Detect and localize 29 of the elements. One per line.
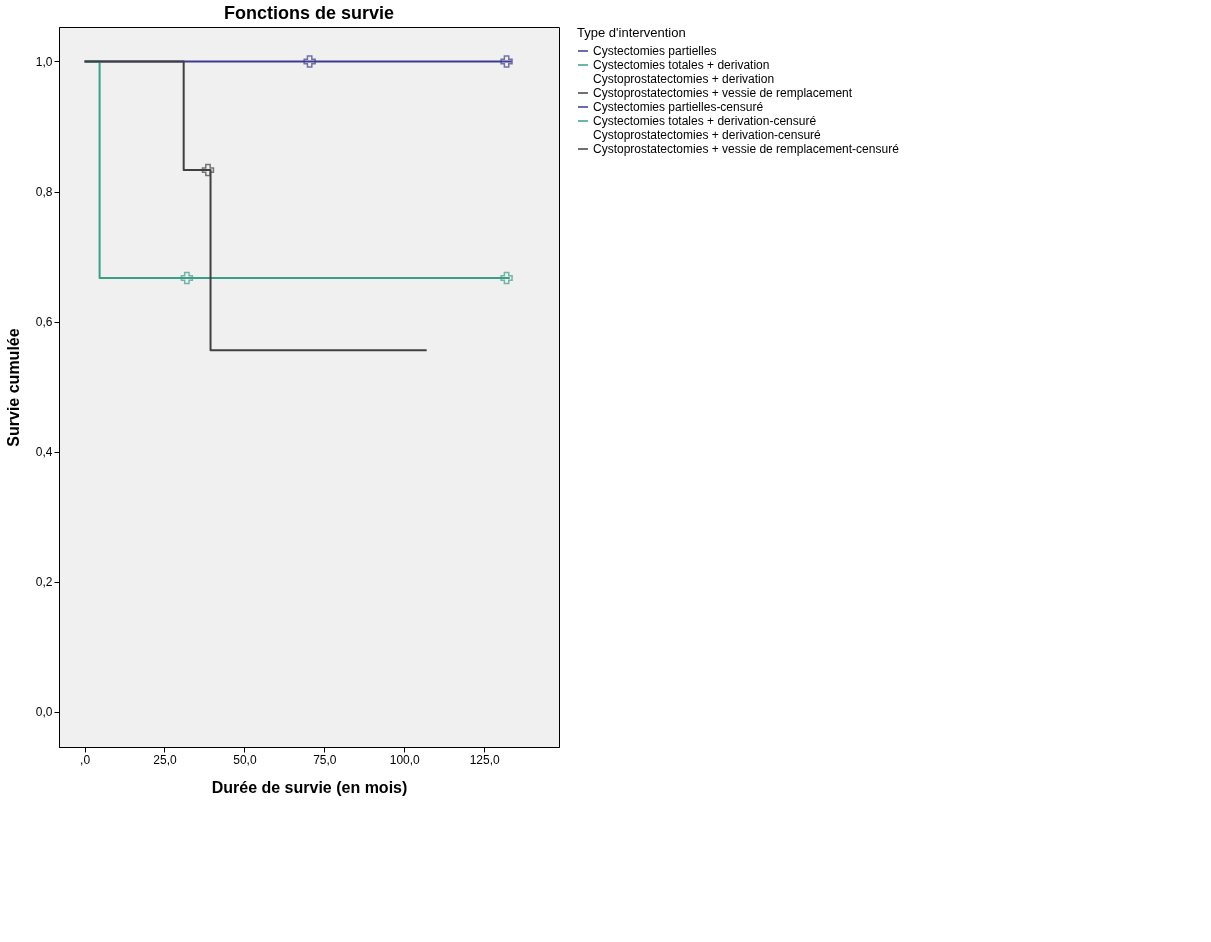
y-tick-label: 1,0	[35, 54, 53, 69]
x-tick-label: 125,0	[469, 752, 501, 767]
x-axis-title: Durée de survie (en mois)	[211, 778, 408, 796]
y-tick-label: 0,2	[35, 575, 53, 590]
legend-label: Cystoprostatectomies + vessie de remplacement	[593, 86, 853, 100]
point	[201, 163, 215, 177]
point	[500, 271, 513, 285]
legend-label: Cystoprostatectomies + vessie de remplacement-censuré	[593, 142, 900, 156]
legend-label: Cystectomies totales + derivation-censuré	[593, 114, 817, 128]
y-tick-label: 0,0	[35, 705, 53, 720]
y-tick-label: 0,6	[35, 315, 53, 330]
point	[180, 271, 194, 285]
text: Cystoprostatectomies + derivation	[593, 72, 775, 86]
legend-label: Cystectomies partielles-censuré	[593, 100, 764, 114]
point	[500, 55, 513, 68]
y-tick-label: 0,4	[35, 445, 53, 460]
x-tick-label: 100,0	[389, 752, 421, 767]
x-tick-label: 75,0	[313, 752, 337, 767]
x-tick-label: 25,0	[153, 752, 177, 767]
point	[303, 55, 316, 68]
y-axis-title: Survie cumulée	[4, 328, 22, 447]
x-tick-label: ,0	[80, 752, 91, 767]
legend-label: Cystectomies partielles	[593, 44, 717, 58]
chart-title: Fonctions de survie	[223, 3, 395, 23]
y-tick-label: 0,8	[35, 185, 53, 200]
legend-title: Type d'intervention	[577, 25, 686, 40]
text: Cystoprostatectomies + derivation-censuré	[593, 128, 822, 142]
x-tick-label: 50,0	[233, 752, 257, 767]
legend-label: Cystectomies totales + derivation	[593, 58, 770, 72]
